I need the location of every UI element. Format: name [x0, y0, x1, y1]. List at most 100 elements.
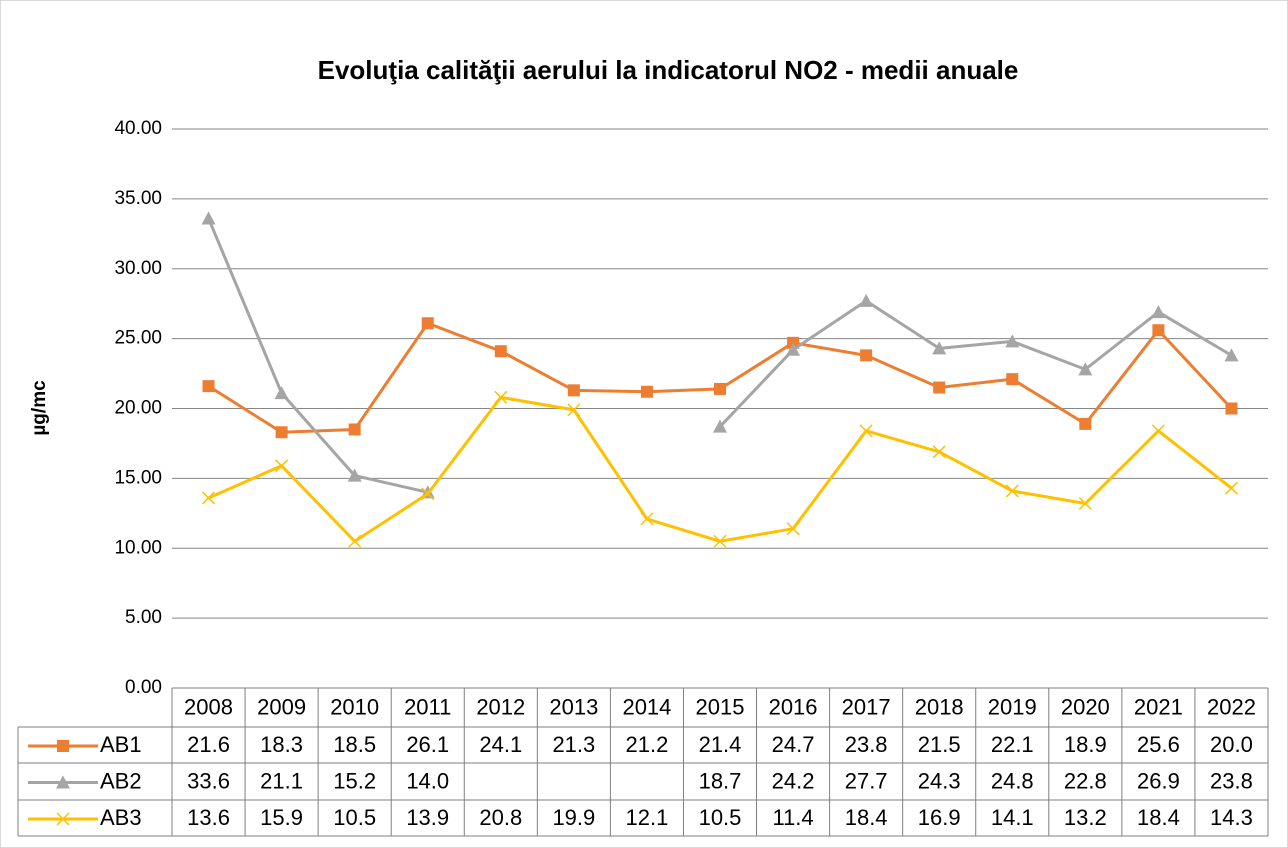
y-tick-label: 15.00 — [114, 467, 162, 488]
marker — [786, 522, 800, 536]
table-value: 18.3 — [260, 732, 303, 757]
marker — [1078, 496, 1092, 511]
marker — [567, 403, 581, 417]
marker — [348, 423, 361, 436]
marker — [421, 317, 434, 330]
marker — [932, 341, 947, 355]
table-value: 18.9 — [1064, 732, 1107, 757]
x-tick-label: 2012 — [476, 694, 525, 719]
x-tick-label: 2021 — [1134, 694, 1183, 719]
marker — [933, 381, 946, 394]
table-value: 24.8 — [991, 768, 1034, 793]
marker — [713, 419, 727, 433]
table-value: 24.1 — [479, 732, 522, 757]
legend-label: AB1 — [100, 732, 142, 757]
table-value: 10.5 — [333, 805, 376, 830]
marker — [1005, 334, 1020, 348]
table-value: 20.8 — [479, 805, 522, 830]
table-value: 21.6 — [187, 732, 230, 757]
marker — [1225, 402, 1238, 415]
marker — [713, 534, 727, 548]
marker — [714, 382, 726, 395]
legend-marker — [57, 740, 69, 752]
marker — [859, 424, 873, 438]
x-tick-label: 2020 — [1061, 694, 1110, 719]
table-value: 26.9 — [1137, 768, 1180, 793]
y-tick-label: 10.00 — [114, 537, 162, 558]
table-value: 10.5 — [699, 805, 742, 830]
table-value: 24.7 — [772, 732, 815, 757]
table-value: 26.1 — [406, 732, 449, 757]
marker — [275, 459, 289, 473]
x-tick-label: 2017 — [842, 694, 891, 719]
y-tick-label: 30.00 — [114, 258, 162, 279]
table-value: 15.2 — [333, 768, 376, 793]
y-tick-label: 0.00 — [125, 677, 162, 698]
legend-marker — [56, 812, 70, 826]
marker — [860, 349, 873, 362]
table-value: 19.9 — [552, 805, 595, 830]
table-value: 27.7 — [845, 768, 888, 793]
marker — [201, 211, 216, 225]
x-tick-label: 2019 — [988, 694, 1037, 719]
table-value: 20.0 — [1210, 732, 1253, 757]
y-tick-label: 20.00 — [114, 398, 162, 419]
x-tick-label: 2022 — [1207, 694, 1256, 719]
table-value: 24.2 — [772, 768, 815, 793]
table-value: 13.9 — [406, 805, 449, 830]
y-tick-label: 25.00 — [114, 328, 162, 349]
x-tick-label: 2015 — [696, 694, 745, 719]
x-tick-label: 2008 — [184, 694, 233, 719]
legend-label: AB3 — [100, 805, 142, 830]
table-value: 21.4 — [699, 732, 742, 757]
table-value: 13.2 — [1064, 805, 1107, 830]
table-value: 22.8 — [1064, 768, 1107, 793]
marker — [1152, 324, 1165, 337]
table-value: 11.4 — [772, 805, 813, 830]
x-tick-label: 2014 — [622, 694, 671, 719]
marker — [1005, 484, 1019, 498]
table-value: 23.8 — [845, 732, 888, 757]
table-value: 18.4 — [845, 805, 888, 830]
marker — [1006, 373, 1019, 386]
legend-label: AB2 — [100, 768, 142, 793]
x-tick-label: 2011 — [404, 694, 451, 719]
y-tick-label: 40.00 — [114, 118, 162, 139]
table-value: 16.9 — [918, 805, 961, 830]
table-value: 18.7 — [699, 768, 742, 793]
marker — [421, 487, 435, 501]
table-value: 21.1 — [260, 768, 303, 793]
marker — [567, 384, 580, 397]
marker — [859, 293, 874, 307]
table-value: 18.4 — [1137, 805, 1180, 830]
y-tick-label: 35.00 — [114, 188, 162, 209]
table-value: 13.6 — [187, 805, 230, 830]
marker — [1224, 348, 1239, 362]
chart-title: Evoluţia calităţii aerului la indicatoru… — [318, 55, 1019, 85]
legend-marker — [56, 775, 70, 789]
table-value: 14.0 — [406, 768, 449, 793]
table-value: 12.1 — [626, 805, 669, 830]
marker — [494, 390, 508, 404]
marker — [1079, 417, 1092, 430]
table-value: 18.5 — [333, 732, 376, 757]
table-value: 21.5 — [918, 732, 961, 757]
series-line — [207, 217, 1233, 494]
marker — [202, 380, 215, 393]
marker — [274, 386, 289, 400]
table-value: 33.6 — [187, 768, 230, 793]
table-value: 23.8 — [1210, 768, 1253, 793]
y-tick-label: 5.00 — [125, 607, 162, 628]
table-value: 14.3 — [1210, 805, 1253, 830]
x-tick-label: 2016 — [769, 694, 818, 719]
x-tick-label: 2013 — [549, 694, 598, 719]
marker — [1151, 305, 1166, 319]
marker — [640, 385, 653, 398]
table-value: 24.3 — [918, 768, 961, 793]
marker — [348, 534, 362, 548]
table-value: 21.3 — [552, 732, 595, 757]
x-tick-label: 2010 — [330, 694, 379, 719]
